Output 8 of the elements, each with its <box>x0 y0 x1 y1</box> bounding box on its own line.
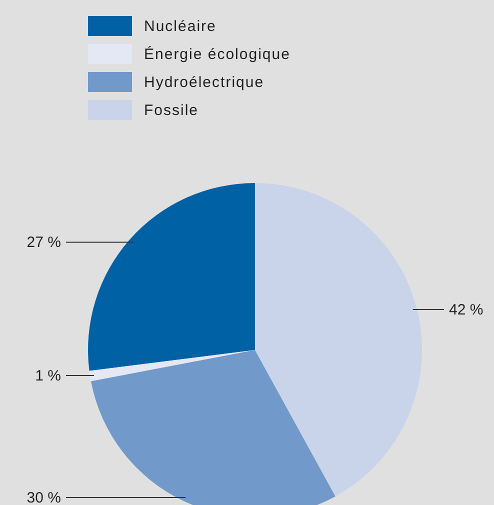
data-label: 27 % <box>26 234 61 252</box>
legend-label: Énergie écologique <box>144 46 290 62</box>
legend-label: Nucléaire <box>144 18 216 34</box>
data-label: 1 % <box>35 368 61 384</box>
data-label: 30 % <box>26 489 61 505</box>
legend-label: Hydroélectrique <box>144 74 264 90</box>
data-label: 42 % <box>449 301 484 318</box>
legend-label: Fossile <box>144 102 199 118</box>
